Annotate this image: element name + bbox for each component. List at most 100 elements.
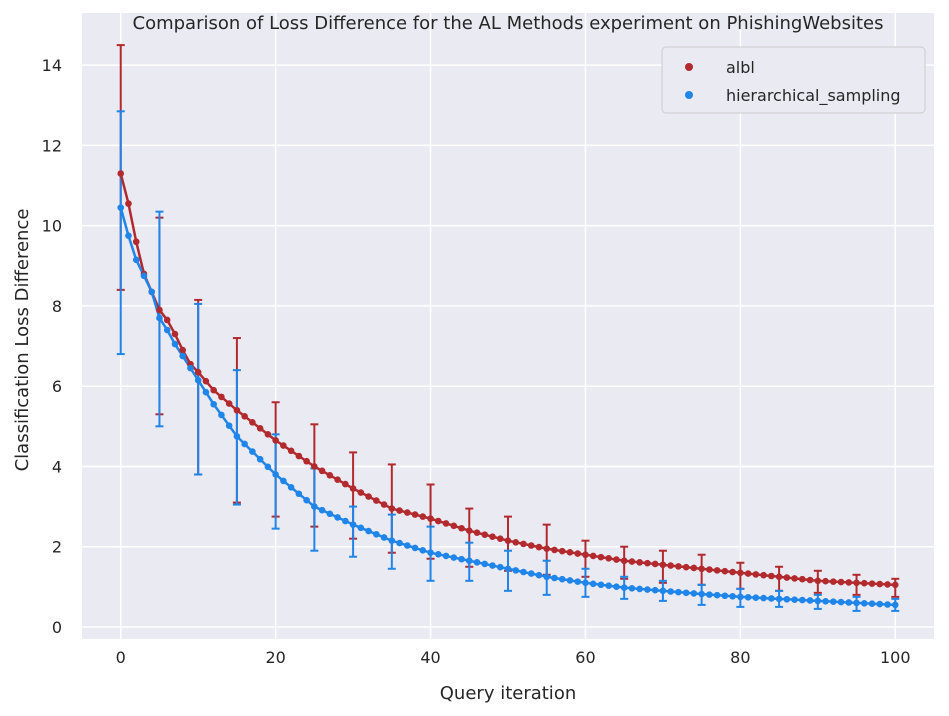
data-point-albl — [791, 575, 798, 582]
data-point-hierarchical-sampling — [473, 559, 481, 566]
data-point-hierarchical-sampling — [496, 563, 504, 571]
data-point-albl — [574, 550, 582, 557]
data-point-albl — [241, 412, 248, 420]
data-point-hierarchical-sampling — [187, 364, 194, 372]
data-point-hierarchical-sampling — [342, 517, 349, 525]
data-point-hierarchical-sampling — [698, 590, 705, 598]
data-point-hierarchical-sampling — [837, 598, 845, 606]
data-point-hierarchical-sampling — [404, 542, 411, 549]
data-point-hierarchical-sampling — [396, 539, 403, 547]
data-point-hierarchical-sampling — [280, 477, 287, 485]
data-point-albl — [396, 507, 403, 514]
data-point-albl — [775, 573, 783, 581]
data-point-hierarchical-sampling — [450, 554, 458, 561]
data-point-hierarchical-sampling — [179, 352, 186, 360]
data-point-hierarchical-sampling — [434, 551, 442, 558]
data-point-hierarchical-sampling — [303, 496, 310, 504]
data-point-albl — [675, 563, 682, 570]
data-point-hierarchical-sampling — [125, 232, 132, 240]
data-point-hierarchical-sampling — [194, 376, 202, 384]
data-point-albl — [860, 579, 868, 587]
data-point-albl — [527, 542, 535, 549]
data-point-hierarchical-sampling — [504, 565, 512, 573]
data-point-albl — [558, 547, 566, 555]
data-point-albl — [125, 200, 132, 207]
data-point-hierarchical-sampling — [256, 455, 264, 463]
data-point-albl — [613, 556, 620, 563]
data-point-hierarchical-sampling — [380, 534, 388, 541]
data-point-albl — [582, 551, 589, 559]
data-point-albl — [729, 568, 736, 576]
data-point-hierarchical-sampling — [628, 584, 636, 592]
data-point-hierarchical-sampling — [163, 326, 171, 334]
data-point-albl — [620, 557, 628, 565]
data-point-albl — [272, 437, 279, 444]
data-point-hierarchical-sampling — [481, 560, 489, 568]
data-point-hierarchical-sampling — [597, 581, 605, 589]
data-point-albl — [256, 425, 264, 432]
data-point-hierarchical-sampling — [272, 471, 279, 478]
y-tick-label: 4 — [52, 457, 62, 476]
data-point-hierarchical-sampling — [822, 597, 829, 605]
data-point-hierarchical-sampling — [365, 527, 372, 535]
data-point-hierarchical-sampling — [218, 411, 225, 419]
data-point-hierarchical-sampling — [620, 584, 628, 591]
data-point-hierarchical-sampling — [644, 586, 651, 593]
legend-marker-albl — [685, 63, 693, 71]
x-axis-title: Query iteration — [440, 683, 576, 704]
data-point-albl — [876, 580, 884, 588]
y-tick-label: 8 — [52, 297, 62, 316]
data-point-albl — [233, 406, 241, 414]
data-point-hierarchical-sampling — [225, 422, 233, 429]
data-point-albl — [698, 565, 705, 573]
data-point-albl — [404, 509, 411, 516]
data-point-hierarchical-sampling — [527, 570, 535, 577]
data-point-hierarchical-sampling — [156, 314, 163, 322]
data-point-hierarchical-sampling — [140, 272, 148, 280]
y-tick-label: 12 — [42, 136, 62, 155]
data-point-albl — [334, 476, 341, 483]
data-point-albl — [783, 574, 791, 581]
data-point-hierarchical-sampling — [589, 580, 597, 588]
data-point-albl — [465, 527, 473, 534]
data-point-hierarchical-sampling — [682, 589, 690, 597]
legend-label-albl: albl — [726, 58, 755, 77]
data-point-hierarchical-sampling — [721, 592, 729, 600]
data-point-hierarchical-sampling — [566, 577, 574, 584]
data-point-albl — [295, 452, 303, 460]
y-axis-title: Classification Loss Difference — [12, 209, 33, 472]
data-point-hierarchical-sampling — [675, 588, 682, 596]
x-tick-label: 80 — [730, 648, 750, 667]
data-point-hierarchical-sampling — [783, 595, 791, 603]
data-point-albl — [303, 457, 310, 465]
data-point-albl — [822, 577, 829, 585]
data-point-albl — [868, 580, 876, 587]
data-point-albl — [543, 545, 551, 553]
data-point-albl — [682, 563, 690, 571]
data-point-hierarchical-sampling — [427, 549, 434, 557]
data-point-albl — [357, 489, 365, 496]
data-point-albl — [458, 524, 465, 532]
data-point-albl — [481, 531, 489, 538]
data-point-hierarchical-sampling — [744, 593, 752, 601]
data-point-hierarchical-sampling — [442, 552, 450, 560]
data-point-albl — [117, 170, 125, 177]
data-point-hierarchical-sampling — [799, 596, 806, 604]
data-point-albl — [760, 571, 767, 579]
chart-title: Comparison of Loss Difference for the AL… — [133, 13, 884, 34]
data-point-hierarchical-sampling — [582, 579, 589, 587]
data-point-hierarchical-sampling — [651, 586, 659, 594]
data-point-albl — [194, 368, 202, 376]
data-point-hierarchical-sampling — [241, 440, 248, 448]
legend-marker-hierarchical-sampling — [685, 91, 693, 99]
data-point-albl — [280, 442, 287, 449]
data-point-albl — [163, 316, 171, 324]
data-point-albl — [264, 431, 272, 438]
data-point-hierarchical-sampling — [760, 594, 767, 602]
tick-labels: 0 20 40 60 80 100 0 2 4 6 8 10 12 14 — [42, 56, 911, 667]
data-point-albl — [535, 543, 543, 551]
data-point-hierarchical-sampling — [752, 594, 760, 601]
data-point-albl — [659, 561, 667, 569]
x-tick-label: 100 — [880, 648, 911, 667]
data-point-hierarchical-sampling — [613, 583, 620, 590]
